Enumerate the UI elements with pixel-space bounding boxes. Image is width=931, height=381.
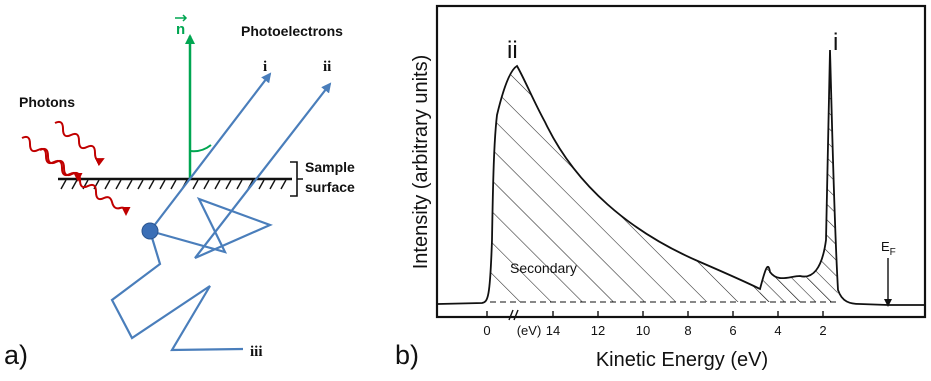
- panel-a: n Photoelectrons Photons Sample surface …: [4, 14, 355, 370]
- plot-frame: [435, 4, 927, 319]
- peak-i-label: i: [833, 29, 838, 56]
- peak-ii-label: ii: [507, 37, 518, 64]
- fermi-subscript: F: [890, 247, 896, 258]
- panel-a-label: a): [4, 340, 28, 370]
- electron-path-iii: [110, 230, 244, 352]
- normal-vector-arrow-icon: [175, 14, 188, 22]
- path-ii-label: ii: [323, 59, 331, 75]
- sample-label-line1: Sample: [305, 159, 355, 175]
- secondary-label: Secondary: [510, 260, 577, 276]
- fermi-e: E: [881, 239, 890, 254]
- normal-label: n: [176, 21, 185, 38]
- photon-arrow-3: [39, 147, 131, 216]
- x-tick-label: 2: [819, 323, 826, 338]
- photoelectron-path-i: [149, 72, 272, 232]
- emission-angle-arc: [189, 144, 212, 153]
- photons-label: Photons: [19, 94, 75, 110]
- axis-break-unit-label: (eV): [517, 323, 542, 338]
- panel-b: 0 14 12 10 8 6 4 2 (eV) ii i Secondary E…: [395, 4, 927, 371]
- path-i-label: i: [263, 59, 267, 75]
- excited-atom: [141, 222, 159, 240]
- x-tick-label: 4: [774, 323, 781, 338]
- x-tick-label: 12: [591, 323, 605, 338]
- secondary-hatched-area: [490, 66, 838, 302]
- x-axis-label: Kinetic Energy (eV): [596, 349, 768, 371]
- photoelectron-path-ii: [149, 82, 332, 260]
- path-iii-label: iii: [250, 344, 263, 360]
- photon-arrow-1: [54, 120, 105, 167]
- x-axis-ticks: [486, 311, 824, 317]
- x-tick-label: 14: [546, 323, 560, 338]
- fermi-level-label: EF: [881, 239, 896, 258]
- x-tick-label: 10: [636, 323, 650, 338]
- y-axis-label: Intensity (arbitrary units): [410, 55, 432, 270]
- photon-arrows: [21, 120, 131, 216]
- photoelectrons-label: Photoelectrons: [241, 23, 343, 39]
- photon-arrow-2: [21, 135, 83, 182]
- primary-peak-hatched-area: [760, 50, 838, 302]
- sample-bracket: [290, 161, 303, 197]
- spectrum-curve: [437, 49, 924, 306]
- x-tick-label: 6: [729, 323, 736, 338]
- sample-label-line2: surface: [305, 179, 355, 195]
- panel-b-label: b): [395, 340, 419, 370]
- axis-break-mark: [508, 309, 519, 321]
- x-tick-label: 0: [483, 323, 490, 338]
- x-tick-label: 8: [684, 323, 691, 338]
